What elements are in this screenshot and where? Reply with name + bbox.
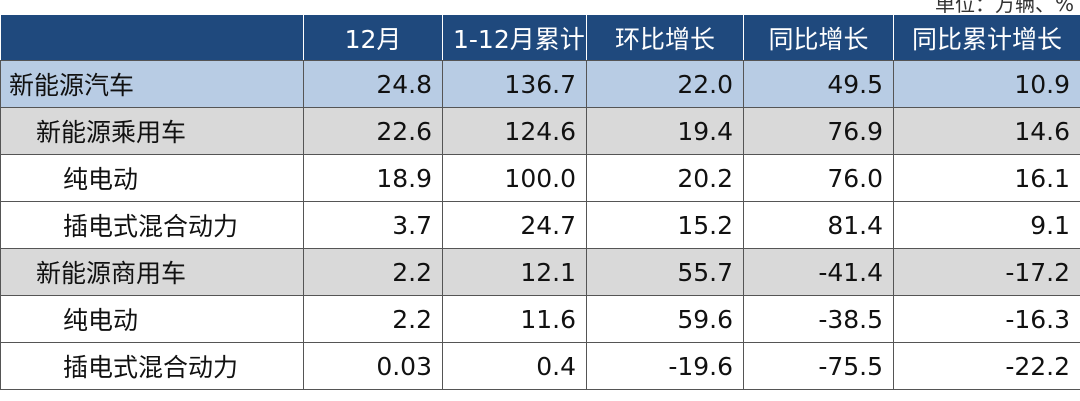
data-table: 12月 1-12月累计 环比增长 同比增长 同比累计增长 新能源汽车 24.8 136.7 2… bbox=[0, 14, 1080, 390]
cell: 11.6 bbox=[442, 295, 587, 343]
row-label: 插电式混合动力 bbox=[0, 342, 304, 390]
column-header: 1-12月累计 bbox=[442, 14, 587, 61]
table-row: 纯电动 18.9 100.0 20.2 76.0 16.1 bbox=[0, 154, 1080, 202]
cell: -17.2 bbox=[893, 248, 1080, 296]
cell: 12.1 bbox=[442, 248, 587, 296]
row-label: 纯电动 bbox=[0, 154, 304, 202]
column-header bbox=[0, 14, 304, 61]
cell: 0.03 bbox=[303, 342, 443, 390]
cell: 14.6 bbox=[893, 107, 1080, 155]
cell: 2.2 bbox=[303, 295, 443, 343]
column-header: 同比累计增长 bbox=[893, 14, 1080, 61]
header-row: 12月 1-12月累计 环比增长 同比增长 同比累计增长 bbox=[0, 14, 1080, 61]
cell: 136.7 bbox=[442, 60, 587, 108]
cell: 124.6 bbox=[442, 107, 587, 155]
column-header: 同比增长 bbox=[743, 14, 894, 61]
table-row: 新能源商用车 2.2 12.1 55.7 -41.4 -17.2 bbox=[0, 248, 1080, 296]
cell: 22.0 bbox=[586, 60, 744, 108]
cell: 0.4 bbox=[442, 342, 587, 390]
table-row: 新能源汽车 24.8 136.7 22.0 49.5 10.9 bbox=[0, 60, 1080, 108]
cell: 3.7 bbox=[303, 201, 443, 249]
cell: 15.2 bbox=[586, 201, 744, 249]
cell: 19.4 bbox=[586, 107, 744, 155]
cell: 76.9 bbox=[743, 107, 894, 155]
row-label: 新能源商用车 bbox=[0, 248, 304, 296]
cell: 55.7 bbox=[586, 248, 744, 296]
cell: 22.6 bbox=[303, 107, 443, 155]
cell: 59.6 bbox=[586, 295, 744, 343]
cell: 49.5 bbox=[743, 60, 894, 108]
row-label: 纯电动 bbox=[0, 295, 304, 343]
cell: 100.0 bbox=[442, 154, 587, 202]
table-row: 插电式混合动力 0.03 0.4 -19.6 -75.5 -22.2 bbox=[0, 342, 1080, 390]
table-row: 插电式混合动力 3.7 24.7 15.2 81.4 9.1 bbox=[0, 201, 1080, 249]
row-label: 插电式混合动力 bbox=[0, 201, 304, 249]
cell: 76.0 bbox=[743, 154, 894, 202]
cell: -19.6 bbox=[586, 342, 744, 390]
cell: 24.7 bbox=[442, 201, 587, 249]
cell: -22.2 bbox=[893, 342, 1080, 390]
cell: -41.4 bbox=[743, 248, 894, 296]
cell: 10.9 bbox=[893, 60, 1080, 108]
table-row: 新能源乘用车 22.6 124.6 19.4 76.9 14.6 bbox=[0, 107, 1080, 155]
cell: 9.1 bbox=[893, 201, 1080, 249]
cell: 81.4 bbox=[743, 201, 894, 249]
cell: -16.3 bbox=[893, 295, 1080, 343]
column-header: 12月 bbox=[303, 14, 443, 61]
table-row: 纯电动 2.2 11.6 59.6 -38.5 -16.3 bbox=[0, 295, 1080, 343]
cell: -38.5 bbox=[743, 295, 894, 343]
unit-note: 单位：万辆、% bbox=[934, 0, 1074, 16]
cell: 16.1 bbox=[893, 154, 1080, 202]
column-header: 环比增长 bbox=[586, 14, 744, 61]
table-body: 新能源汽车 24.8 136.7 22.0 49.5 10.9 新能源乘用车 22.6 124.… bbox=[0, 60, 1080, 390]
cell: 2.2 bbox=[303, 248, 443, 296]
cell: 24.8 bbox=[303, 60, 443, 108]
row-label: 新能源汽车 bbox=[0, 60, 304, 108]
row-label: 新能源乘用车 bbox=[0, 107, 304, 155]
cell: -75.5 bbox=[743, 342, 894, 390]
cell: 20.2 bbox=[586, 154, 744, 202]
cell: 18.9 bbox=[303, 154, 443, 202]
